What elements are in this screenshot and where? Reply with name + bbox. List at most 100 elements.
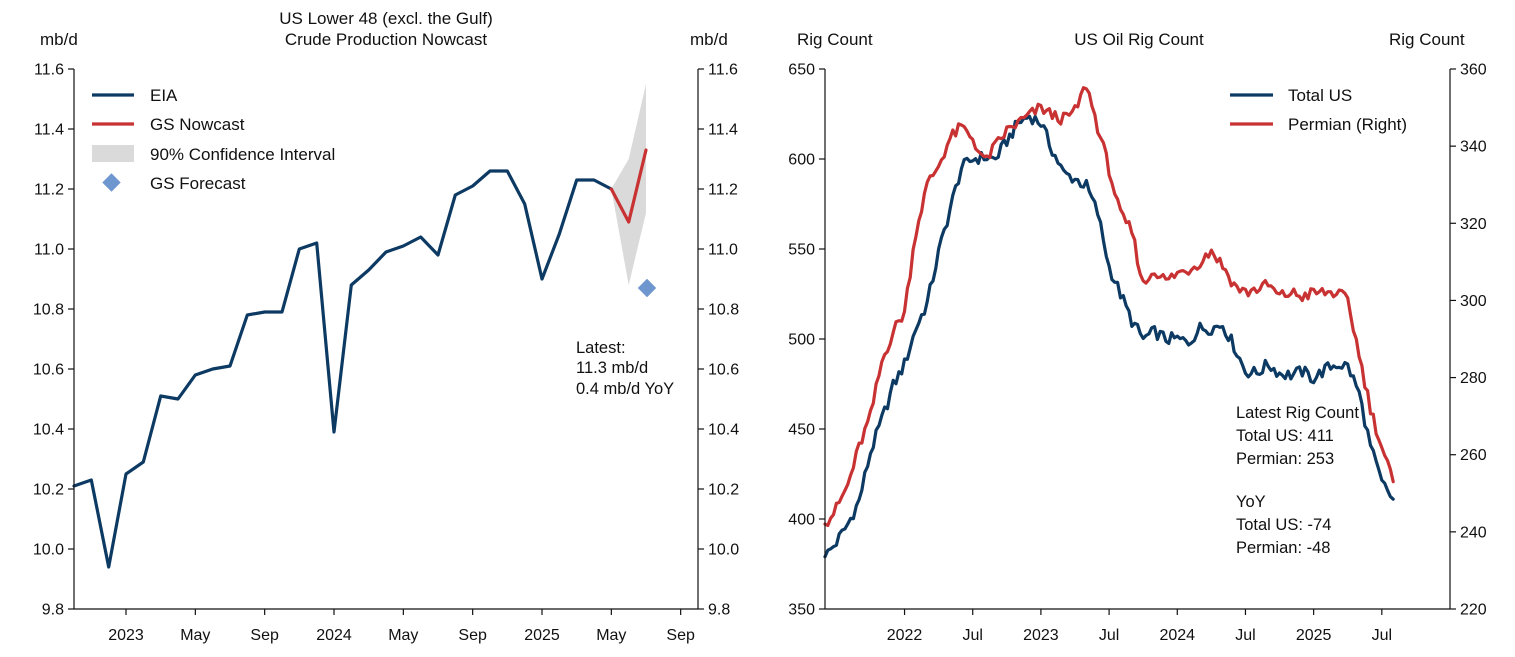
y2-tick-label: 10.8 [708, 302, 739, 319]
y-tick-label: 10.2 [33, 482, 64, 499]
annotation-line: Total US: -74 [1236, 516, 1331, 534]
y2-tick-label: 11.0 [708, 242, 738, 259]
y-tick-label: 10.0 [33, 542, 64, 559]
series-line-gs-nowcast [609, 148, 648, 224]
right-x-ticks: 2022 Jul 2023 Jul 2024 Jul 2025 Jul [887, 609, 1392, 644]
y2-tick-label: 11.2 [708, 182, 738, 199]
y-tick-label: 550 [788, 242, 815, 259]
x-tick-label: May [596, 627, 626, 644]
right-y-label: Rig Count [797, 30, 873, 49]
legend-label-permian: Permian (Right) [1288, 115, 1407, 134]
x-tick-label: Jul [1235, 627, 1255, 644]
y-tick-label: 9.8 [42, 602, 64, 619]
right-annotation: Latest Rig Count Total US: 411 Permian: … [1236, 404, 1359, 557]
left-forecast-points [637, 278, 657, 298]
y-tick-label: 600 [788, 152, 815, 169]
right-y-ticks: 350 400 450 500 550 600 650 [788, 62, 825, 619]
forecast-point [637, 278, 657, 298]
x-tick-label: 2024 [1159, 627, 1195, 644]
annotation-line: Permian: -48 [1236, 539, 1330, 557]
y2-tick-label: 10.6 [708, 362, 739, 379]
annotation-line: 0.4 mb/d YoY [576, 380, 674, 398]
annotation-line: Latest: [576, 339, 626, 357]
right-legend: Total US Permian (Right) [1230, 86, 1407, 134]
left-axes [73, 69, 699, 610]
confidence-band [611, 84, 646, 285]
x-tick-label: Jul [1372, 627, 1392, 644]
y2-tick-label: 360 [1460, 62, 1487, 79]
y2-tick-label: 300 [1460, 293, 1487, 310]
y-tick-label: 11.0 [34, 242, 64, 259]
left-lines [72, 148, 648, 569]
left-y-ticks: 9.8 9.8 10.0 10.0 10.2 10.2 10.4 10.4 10.6 10.6 10… [33, 62, 739, 619]
legend-swatch-gs-forecast [102, 173, 121, 192]
x-tick-label: Sep [666, 627, 695, 644]
x-tick-label: 2024 [316, 627, 352, 644]
x-tick-label: 2025 [1296, 627, 1332, 644]
left-y-label: mb/d [40, 30, 78, 49]
x-tick-label: 2023 [1023, 627, 1059, 644]
legend-label-gs-forecast: GS Forecast [150, 174, 246, 193]
y-tick-label: 400 [788, 512, 815, 529]
y-tick-label: 11.4 [34, 122, 64, 139]
y2-tick-label: 10.0 [708, 542, 739, 559]
right-lines [823, 86, 1395, 559]
x-tick-label: May [180, 627, 210, 644]
right-y2-ticks: 220 240 260 280 300 320 340 360 [1450, 62, 1487, 619]
y-tick-label: 11.6 [34, 62, 64, 79]
y2-tick-label: 9.8 [708, 602, 730, 619]
y2-tick-label: 220 [1460, 602, 1487, 619]
x-tick-label: 2025 [524, 627, 560, 644]
x-tick-label: 2022 [887, 627, 923, 644]
y-tick-label: 10.4 [33, 422, 64, 439]
x-tick-label: Jul [963, 627, 983, 644]
series-line-total-us [823, 114, 1395, 559]
x-tick-label: May [388, 627, 418, 644]
annotation-line: Total US: 411 [1236, 427, 1334, 445]
series-line-permian-right- [823, 86, 1395, 528]
x-tick-label: 2023 [108, 627, 144, 644]
y2-tick-label: 10.4 [708, 422, 739, 439]
legend-label-total-us: Total US [1288, 86, 1352, 105]
annotation-line: 11.3 mb/d [576, 359, 648, 377]
y-tick-label: 11.2 [34, 182, 64, 199]
left-x-ticks: 2023 May Sep 2024 May Sep 2025 May Sep [108, 609, 695, 644]
y-tick-label: 10.8 [33, 302, 64, 319]
legend-label-eia: EIA [150, 86, 178, 105]
legend-swatch-confidence-interval [92, 145, 134, 162]
x-tick-label: Jul [1099, 627, 1119, 644]
annotation-line: YoY [1236, 493, 1266, 511]
annotation-line: Latest Rig Count [1236, 404, 1359, 422]
left-chart: US Lower 48 (excl. the Gulf) Crude Produ… [33, 9, 739, 644]
left-title-line-1: US Lower 48 (excl. the Gulf) [279, 9, 493, 28]
right-chart: US Oil Rig Count Rig Count Rig Count 350… [788, 30, 1487, 644]
confidence-interval-band [611, 84, 646, 285]
annotation-line: Permian: 253 [1236, 450, 1334, 468]
y2-tick-label: 10.2 [708, 482, 739, 499]
y2-tick-label: 11.4 [708, 122, 738, 139]
y2-tick-label: 240 [1460, 524, 1487, 541]
y2-tick-label: 340 [1460, 139, 1487, 156]
y2-tick-label: 280 [1460, 370, 1487, 387]
y2-tick-label: 260 [1460, 447, 1487, 464]
legend-label-confidence-interval: 90% Confidence Interval [150, 145, 335, 164]
y-tick-label: 350 [788, 602, 815, 619]
y2-tick-label: 320 [1460, 216, 1487, 233]
y-tick-label: 10.6 [33, 362, 64, 379]
y-tick-label: 450 [788, 422, 815, 439]
left-y2-label: mb/d [690, 30, 728, 49]
right-y2-label: Rig Count [1389, 30, 1465, 49]
series-line-eia [72, 169, 613, 569]
left-annotation: Latest: 11.3 mb/d 0.4 mb/d YoY [576, 339, 674, 398]
x-tick-label: Sep [250, 627, 279, 644]
left-title-line-2: Crude Production Nowcast [285, 30, 487, 49]
y-tick-label: 650 [788, 62, 815, 79]
y-tick-label: 500 [788, 332, 815, 349]
x-tick-label: Sep [458, 627, 487, 644]
legend-label-gs-nowcast: GS Nowcast [150, 115, 245, 134]
y2-tick-label: 11.6 [708, 62, 738, 79]
left-legend: EIA GS Nowcast 90% Confidence Interval G… [92, 86, 335, 193]
right-title: US Oil Rig Count [1074, 30, 1204, 49]
